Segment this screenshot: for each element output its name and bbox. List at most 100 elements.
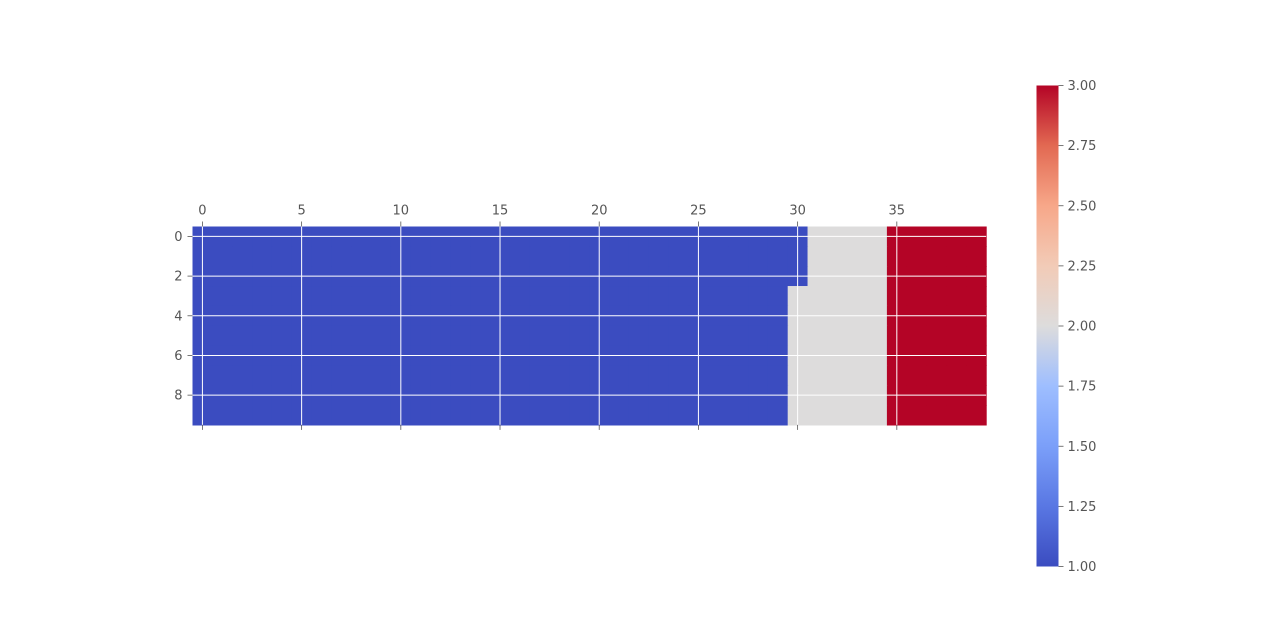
heatmap-cell bbox=[529, 365, 551, 386]
colorbar-tick-label: 2.00 bbox=[1068, 320, 1097, 335]
heatmap-cell bbox=[807, 325, 828, 347]
heatmap-cell bbox=[867, 246, 888, 267]
heatmap-cell bbox=[628, 286, 650, 307]
heatmap-cell bbox=[331, 246, 352, 267]
heatmap-cell bbox=[628, 325, 650, 347]
colorbar-tick-label: 1.25 bbox=[1068, 500, 1097, 515]
y-tick-label: 0 bbox=[174, 230, 182, 245]
heatmap-cell bbox=[212, 365, 233, 386]
heatmap-cell bbox=[529, 405, 551, 426]
y-tick-label: 4 bbox=[174, 309, 182, 324]
heatmap-cell bbox=[946, 405, 967, 426]
heatmap-cell bbox=[331, 365, 352, 386]
heatmap-cell bbox=[331, 286, 352, 307]
x-tick-label: 0 bbox=[198, 204, 206, 219]
heatmap-cell bbox=[847, 405, 868, 426]
heatmap-cell bbox=[410, 325, 432, 347]
heatmap-cell bbox=[470, 325, 491, 347]
heatmap-cell bbox=[252, 286, 273, 307]
heatmap-cell bbox=[628, 365, 650, 386]
heatmap-cell bbox=[926, 246, 948, 267]
heatmap-cell bbox=[966, 365, 987, 386]
heatmap-cell bbox=[708, 365, 729, 386]
heatmap-cell bbox=[569, 246, 590, 267]
heatmap-cell bbox=[410, 365, 432, 386]
heatmap-cell bbox=[430, 286, 452, 307]
colorbar-tick-label: 3.00 bbox=[1068, 79, 1097, 94]
heatmap-cell bbox=[767, 405, 789, 426]
colorbar-tick-label: 2.75 bbox=[1068, 139, 1097, 154]
heatmap-cell bbox=[946, 325, 967, 347]
heatmap-cell bbox=[807, 365, 828, 386]
heatmap-cell bbox=[946, 246, 967, 267]
heatmap-cell bbox=[648, 405, 670, 426]
heatmap-cell bbox=[351, 365, 372, 386]
heatmap-cell bbox=[271, 405, 293, 426]
heatmap-cell bbox=[252, 246, 273, 267]
heatmap-cell bbox=[867, 325, 888, 347]
grid-lines bbox=[192, 226, 987, 425]
heatmap-cell bbox=[232, 325, 253, 347]
heatmap-cell bbox=[668, 405, 690, 426]
colorbar: 1.00 1.25 1.50 1.75 2.00 2.25 2.50 2.75 3.00 bbox=[1036, 79, 1097, 575]
heatmap-cell bbox=[252, 325, 273, 347]
heatmap-cell bbox=[847, 325, 868, 347]
heatmap-cell bbox=[648, 365, 670, 386]
heatmap-cell bbox=[549, 325, 571, 347]
y-axis: 0 2 4 6 8 bbox=[174, 230, 193, 404]
heatmap-cell bbox=[926, 405, 948, 426]
heatmap-cells bbox=[192, 226, 987, 426]
heatmap-cell bbox=[212, 286, 233, 307]
heatmap-cell bbox=[628, 405, 650, 426]
heatmap-cell bbox=[410, 246, 432, 267]
heatmap-cell bbox=[728, 365, 749, 386]
heatmap-cell bbox=[430, 325, 452, 347]
heatmap-cell bbox=[847, 365, 868, 386]
heatmap-cell bbox=[906, 325, 928, 347]
y-tick-label: 2 bbox=[174, 270, 182, 285]
heatmap-cell bbox=[906, 365, 928, 386]
x-axis: 0 5 10 15 20 25 30 35 bbox=[198, 204, 905, 430]
heatmap-cell bbox=[906, 405, 928, 426]
heatmap-cell bbox=[966, 405, 987, 426]
heatmap-cell bbox=[728, 325, 749, 347]
heatmap-cell bbox=[748, 365, 769, 386]
heatmap-cell bbox=[946, 286, 967, 307]
heatmap-cell bbox=[807, 405, 828, 426]
heatmap-cell bbox=[966, 246, 987, 267]
heatmap-cell bbox=[509, 405, 531, 426]
heatmap-cell bbox=[569, 286, 590, 307]
heatmap-cell bbox=[430, 365, 452, 386]
heatmap-cell bbox=[351, 405, 372, 426]
colorbar-tick-label: 1.50 bbox=[1068, 440, 1097, 455]
heatmap-cell bbox=[609, 246, 630, 267]
heatmap-cell bbox=[609, 365, 630, 386]
heatmap-cell bbox=[331, 325, 352, 347]
heatmap-cell bbox=[271, 365, 293, 386]
heatmap-cell bbox=[728, 405, 749, 426]
heatmap-cell bbox=[648, 325, 670, 347]
heatmap-cell bbox=[450, 405, 471, 426]
heatmap-cell bbox=[609, 405, 630, 426]
heatmap-cell bbox=[569, 365, 590, 386]
colorbar-tick-label: 2.50 bbox=[1068, 199, 1097, 214]
heatmap-cell bbox=[509, 325, 531, 347]
heatmap-cell bbox=[509, 246, 531, 267]
x-tick-label: 20 bbox=[591, 204, 608, 219]
heatmap-cell bbox=[371, 365, 392, 386]
heatmap-cell bbox=[311, 246, 332, 267]
heatmap-cell bbox=[529, 325, 551, 347]
heatmap-cell bbox=[232, 246, 253, 267]
heatmap-cell bbox=[271, 325, 293, 347]
heatmap-cell bbox=[430, 246, 452, 267]
heatmap-cell bbox=[430, 405, 452, 426]
heatmap-cell bbox=[807, 246, 828, 267]
heatmap-cell bbox=[748, 405, 769, 426]
heatmap-cell bbox=[708, 325, 729, 347]
heatmap-cell bbox=[450, 246, 471, 267]
heatmap-cell bbox=[827, 365, 848, 386]
heatmap-cell bbox=[232, 405, 253, 426]
heatmap-cell bbox=[708, 405, 729, 426]
heatmap-cell bbox=[926, 365, 948, 386]
heatmap-cell bbox=[509, 286, 531, 307]
